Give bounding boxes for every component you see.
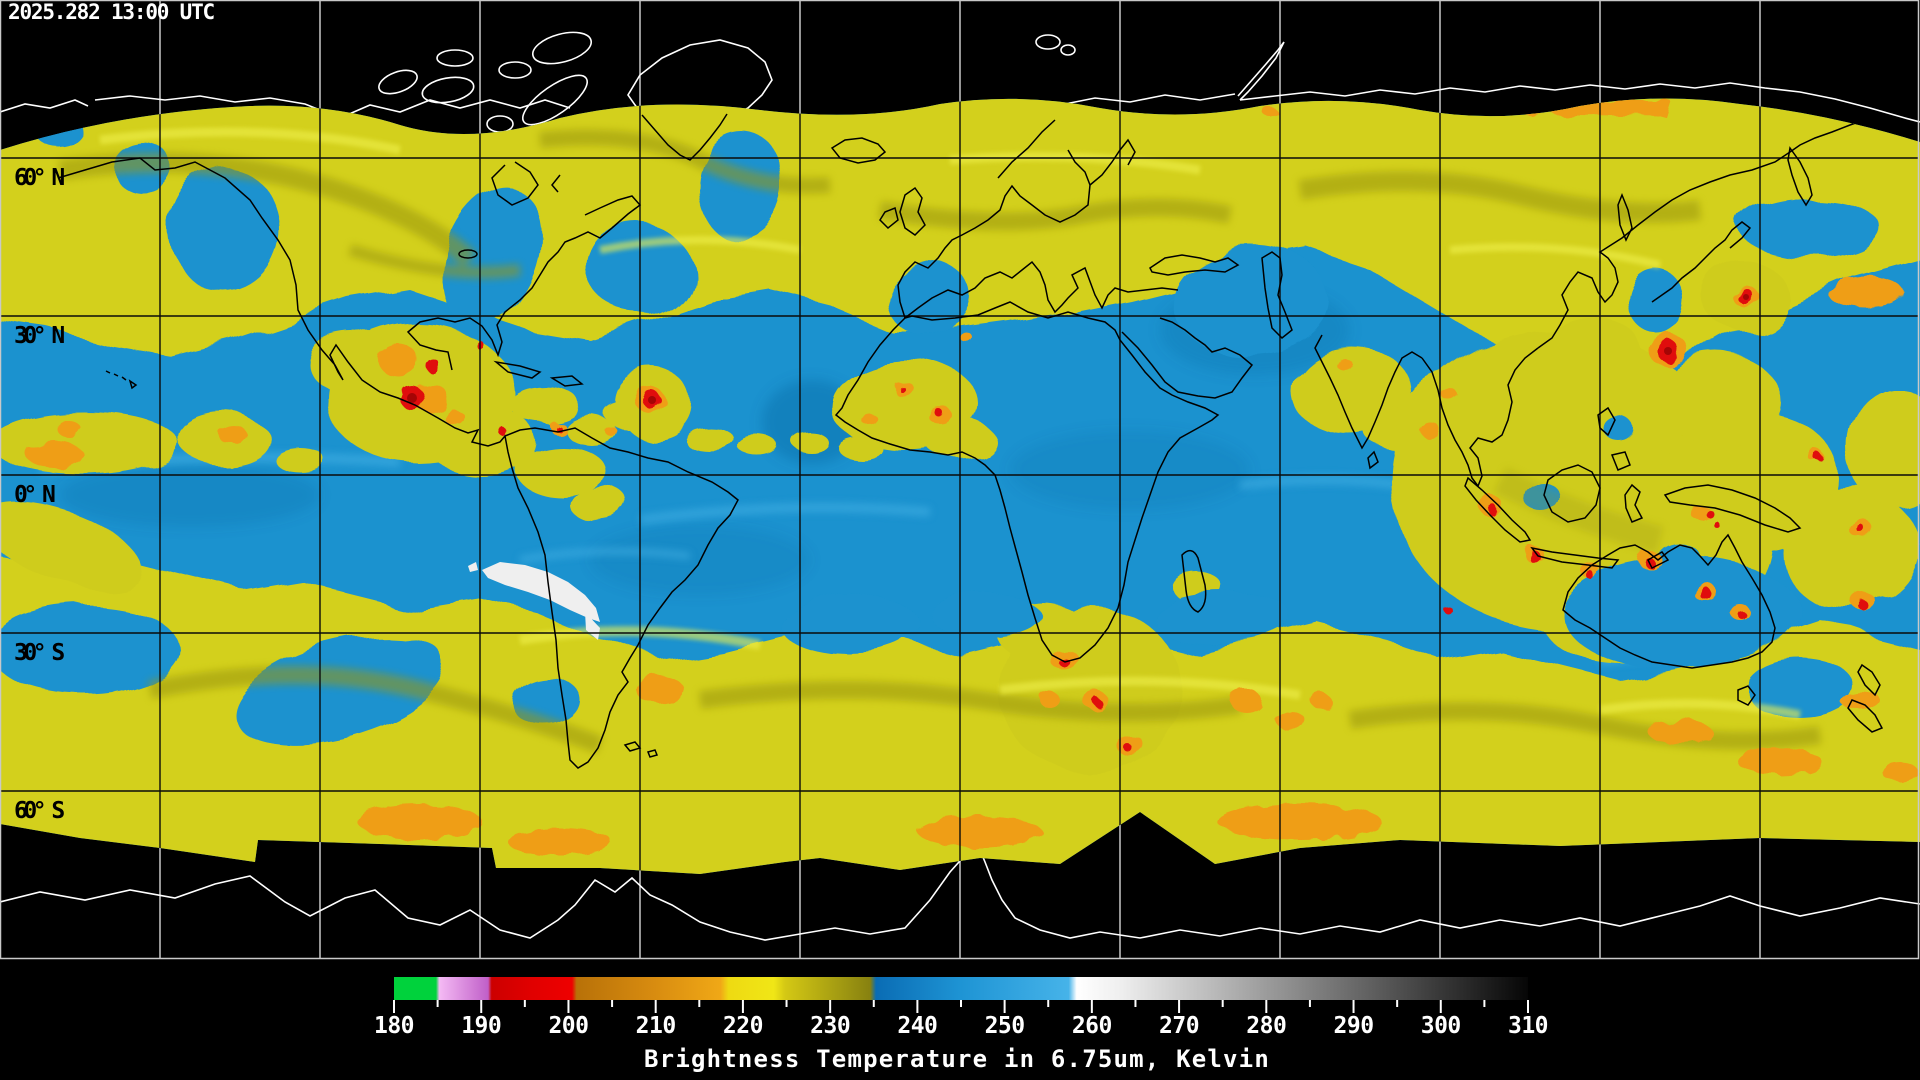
new-guinea <box>1663 484 1802 533</box>
ellesmere-island <box>531 31 593 65</box>
colorbar-tick-label: 290 <box>1334 1013 1374 1039</box>
colorbar-tick-labels: 180 190 200 210 220 230 240 250 260 270 280 290 300 3… <box>374 1013 1549 1039</box>
latitude-label: 60° S <box>14 798 64 824</box>
indochina-coast <box>1421 347 1539 488</box>
colorbar-tick-label: 270 <box>1159 1013 1199 1039</box>
arabia-coast <box>1121 317 1254 399</box>
japan <box>1651 221 1752 303</box>
colorbar-tick-label: 230 <box>810 1013 850 1039</box>
south-america-coast <box>504 427 739 769</box>
colorbar-tick-label: 260 <box>1072 1013 1112 1039</box>
africa-coast <box>834 301 1220 663</box>
sulawesi <box>1624 483 1644 523</box>
atlantic-europe-coast <box>897 119 1136 319</box>
coastlines-no-data <box>0 31 1920 941</box>
gulf-east-coast <box>406 195 642 371</box>
iceland <box>830 137 887 164</box>
arctic-coast-alaska-canada <box>94 95 571 119</box>
colorbar-caption: Brightness Temperature in 6.75um, Kelvin <box>644 1045 1270 1073</box>
kamchatka <box>1787 146 1813 207</box>
new-zealand <box>1847 663 1884 733</box>
devon-island <box>498 61 532 79</box>
java <box>1530 546 1620 569</box>
latitude-label: 30° N <box>14 323 64 349</box>
black-sea <box>1149 254 1240 276</box>
sumatra <box>1464 476 1532 543</box>
great-lakes <box>458 249 478 259</box>
svalbard-east <box>1060 44 1076 56</box>
cuba <box>493 360 542 379</box>
colorbar-tick-label: 240 <box>897 1013 937 1039</box>
colorbar-tick-label: 190 <box>461 1013 501 1039</box>
australia-coast <box>1562 533 1776 669</box>
british-isles <box>879 186 926 236</box>
caspian-sea <box>1261 251 1293 340</box>
colorbar-ticks <box>393 1000 1529 1013</box>
hudson-bay <box>491 161 561 206</box>
svalbard <box>1035 34 1061 50</box>
antarctica-coast <box>0 843 1920 941</box>
victoria-island <box>421 76 475 104</box>
colorbar-tick-label: 200 <box>548 1013 588 1039</box>
colorbar: 180 190 200 210 220 230 240 250 260 270 280 290 300 3… <box>374 977 1549 1073</box>
madagascar <box>1181 549 1207 613</box>
colorbar-tick-label: 300 <box>1421 1013 1461 1039</box>
colorbar-gradient-bar <box>394 977 1528 1000</box>
latitude-label: 0° N <box>14 482 55 508</box>
colorbar-tick-label: 280 <box>1246 1013 1286 1039</box>
colorbar-tick-label: 220 <box>723 1013 763 1039</box>
baffin-island <box>522 74 588 126</box>
mediterranean-europe-coast <box>904 260 1179 319</box>
bright-filaments <box>99 127 1801 720</box>
colorbar-tick-label: 210 <box>636 1013 676 1039</box>
greenland-north-coast <box>627 39 773 116</box>
colorbar-tick-label: 250 <box>985 1013 1025 1039</box>
melville-island <box>436 49 474 67</box>
hispaniola <box>549 375 584 387</box>
india-coast <box>1314 334 1423 470</box>
coldest-tops-red-cores <box>400 289 1867 752</box>
russian-arctic-coast <box>1059 82 1920 123</box>
greenland-south <box>641 113 728 161</box>
sakhalin <box>1617 192 1633 242</box>
latitude-label: 60° N <box>14 165 64 191</box>
colorbar-tick-label: 310 <box>1508 1013 1548 1039</box>
olive-shading <box>58 129 1822 754</box>
hawaii <box>105 370 138 390</box>
chukotka-coast <box>0 99 89 113</box>
map-frame <box>0 0 1920 960</box>
red-core-centers <box>407 294 1749 404</box>
satellite-data-layer <box>0 98 1920 874</box>
coastlines-over-data <box>4 107 1911 769</box>
timestamp: 2025.282 13:00 UTC <box>8 0 215 24</box>
latitude-label: 30° S <box>14 640 64 666</box>
timor <box>1647 551 1670 570</box>
tasmania <box>1737 685 1756 706</box>
colorbar-tick-label: 180 <box>374 1013 414 1039</box>
warm-surface-white-patch <box>468 562 600 640</box>
novaya-zemlya <box>1237 41 1285 101</box>
philippines <box>1597 406 1631 471</box>
borneo <box>1543 464 1601 523</box>
falkland-islands <box>623 741 659 758</box>
banks-island <box>378 69 418 95</box>
